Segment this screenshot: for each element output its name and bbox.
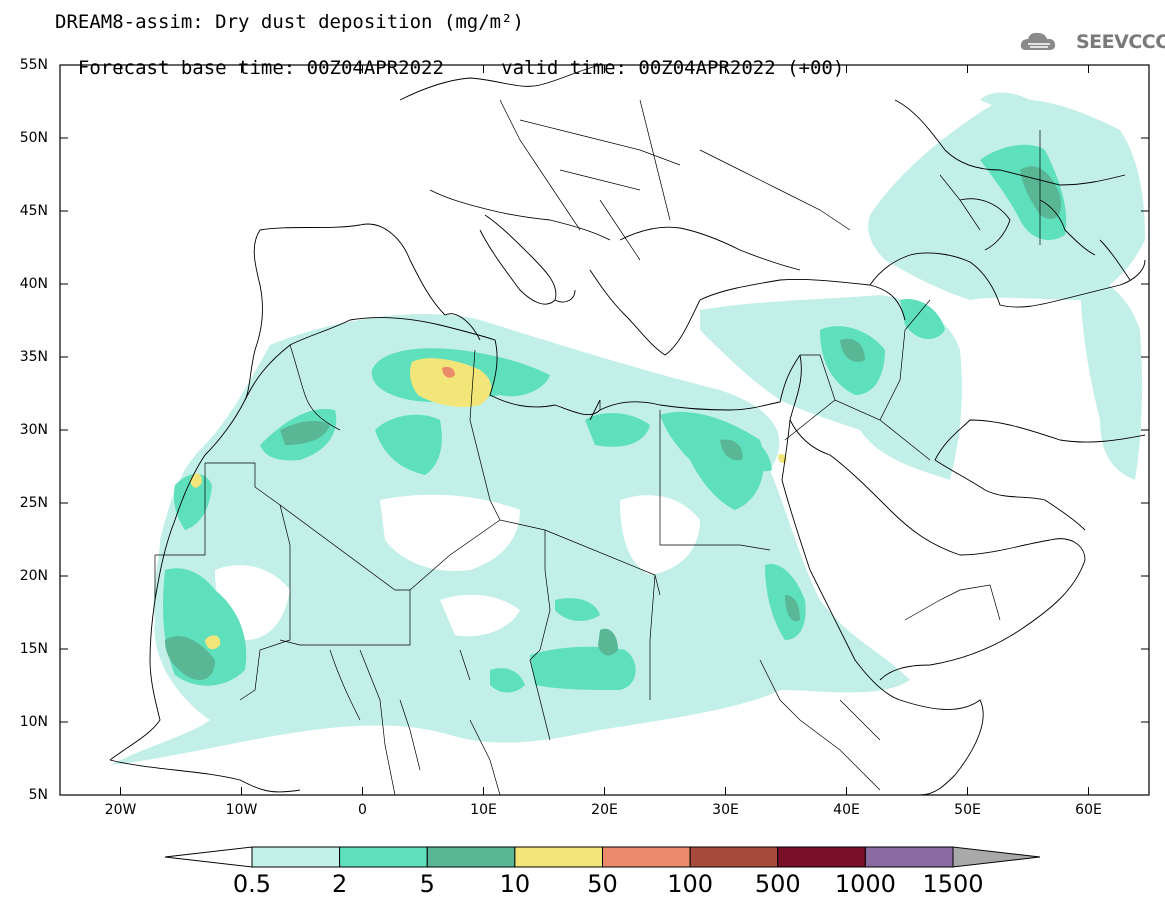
colorbar-label: 2 [331,870,348,898]
colorbar-over-triangle [952,846,1041,868]
lon-tick-label: 10W [225,802,258,818]
colorbar-label: 500 [754,870,801,898]
dust-level-10 [190,358,787,650]
lat-tick-label: 5N [28,787,48,803]
lat-tick-label: 30N [19,422,48,438]
colorbar-box [777,846,866,868]
forecast-times: Forecast base time: 00Z04APR2022 valid t… [55,35,844,79]
lat-tick-label: 55N [19,57,48,73]
colorbar-box [602,846,691,868]
colorbar-label: 1000 [834,870,896,898]
lon-tick-label: 20W [104,802,137,818]
lat-tick-label: 15N [19,641,48,657]
map-title: DREAM8-assim: Dry dust deposition (mg/m²… [55,11,524,33]
lon-tick-label: 40E [833,802,860,818]
colorbar-box [339,846,428,868]
coastlines [109,64,1146,796]
lon-tick-label: 0 [358,802,367,818]
colorbar [164,846,1041,868]
lon-tick-label: 30E [712,802,739,818]
lat-tick-label: 25N [19,495,48,511]
colorbar-label: 100 [667,870,714,898]
colorbar-label: 10 [499,870,531,898]
base-time: Forecast base time: 00Z04APR2022 [77,57,444,79]
colorbar-box [251,846,341,868]
lon-tick-label: 50E [954,802,981,818]
colorbar-label: 50 [587,870,618,898]
valid-time: valid time: 00Z04APR2022 (+00) [501,57,845,79]
logo-text: SEEVCCC [1076,31,1165,53]
colorbar-under-triangle [164,846,253,868]
lat-tick-label: 45N [19,203,48,219]
lat-tick-label: 50N [19,130,48,146]
tick-marks [60,64,1149,796]
country-borders [154,99,1041,796]
colorbar-box [426,846,516,868]
lat-tick-label: 40N [19,276,48,292]
cloud-icon [1020,32,1056,50]
lat-tick-label: 10N [19,714,48,730]
dust-level-50 [442,366,455,378]
lon-tick-label: 20E [591,802,618,818]
lat-tick-label: 35N [19,349,48,365]
dust-level-5 [165,166,1062,680]
colorbar-box [514,846,603,868]
colorbar-label: 1500 [922,870,984,898]
colorbar-label: 5 [419,870,435,898]
colorbar-label: 0.5 [232,870,272,898]
colorbar-box [864,846,954,868]
lon-tick-label: 60E [1075,802,1102,818]
colorbar-box [689,846,779,868]
lon-tick-label: 10E [470,802,497,818]
lat-tick-label: 20N [19,568,48,584]
